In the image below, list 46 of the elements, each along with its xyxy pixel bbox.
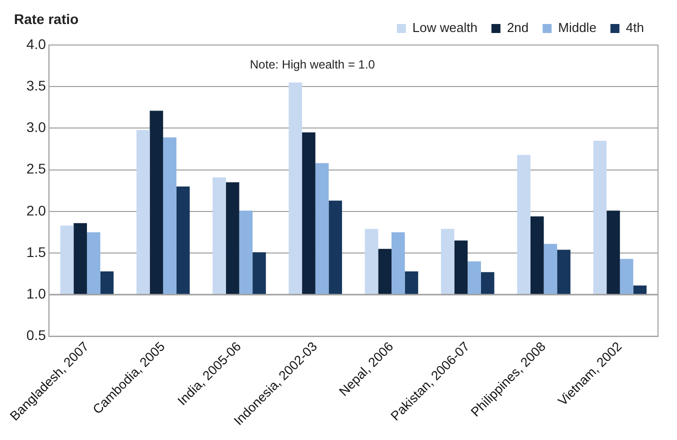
bar [480,272,494,295]
y-axis-title: Rate ratio [14,10,79,27]
y-tick-label: 1.0 [26,286,46,302]
bar [633,285,647,295]
bar [176,186,190,295]
bar [239,210,253,295]
bar [620,258,634,295]
y-tick-label: 1.5 [26,244,46,260]
bar [212,177,226,295]
bar [288,82,302,295]
legend-label: 2nd [506,20,529,36]
bar [302,132,316,295]
y-tick-label: 2.5 [26,160,46,177]
bar [74,223,87,295]
bar [86,232,100,295]
bar [606,210,620,295]
bar [468,261,481,295]
bar [557,250,570,295]
bar [392,232,405,295]
legend-label: 4th [626,20,644,36]
bar [544,244,558,295]
bar [150,110,164,295]
bar [136,130,150,295]
legend-label: Low wealth [412,20,478,36]
bar [226,182,240,295]
y-tick-label: 4.0 [26,36,46,52]
bar [530,216,544,295]
bar [328,200,342,295]
bar [252,252,266,295]
bar [593,140,607,295]
bar [404,271,418,295]
bar [163,137,176,295]
y-tick-label: 2.0 [26,202,46,218]
annotation: Note: High wealth = 1.0 [250,57,376,72]
bar [364,228,378,295]
bar [441,228,454,295]
legend-label: Middle [558,20,596,36]
bar [100,271,114,295]
bar [60,226,74,295]
y-tick-label: 3.5 [26,77,46,94]
bar [517,154,530,295]
bar [315,163,329,295]
bar [454,240,468,295]
y-tick-label: 3.0 [26,119,46,136]
y-tick-label: 0.5 [26,327,46,344]
bar [378,248,392,295]
